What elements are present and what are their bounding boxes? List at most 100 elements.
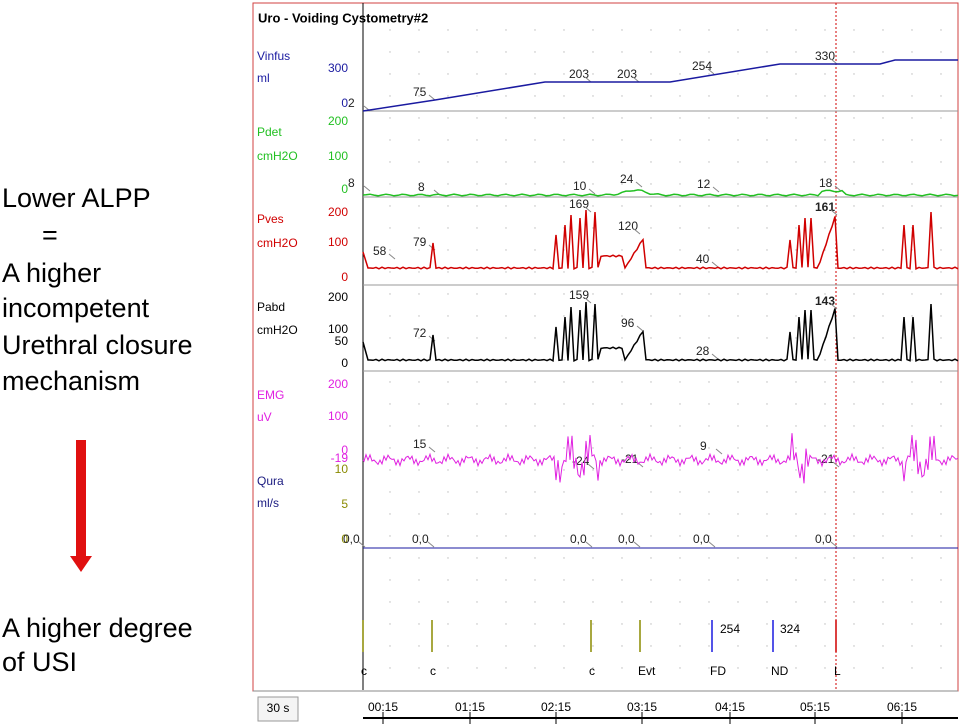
grid-dot <box>795 315 797 317</box>
grid-dot <box>476 623 478 625</box>
grid-dot <box>766 337 768 339</box>
slide-text: A higher degree <box>2 613 193 643</box>
leader <box>428 94 436 101</box>
grid-dot <box>389 29 391 31</box>
grid-dot <box>940 205 942 207</box>
grid-dot <box>766 139 768 141</box>
grid-dot <box>853 469 855 471</box>
grid-dot <box>766 205 768 207</box>
annotation: 120 <box>618 219 638 233</box>
annotation: 10 <box>573 179 587 193</box>
grid-dot <box>621 337 623 339</box>
grid-dot <box>911 161 913 163</box>
grid-dot <box>650 623 652 625</box>
grid-dot <box>418 73 420 75</box>
grid-dot <box>882 139 884 141</box>
grid-dot <box>505 403 507 405</box>
leader <box>830 209 838 216</box>
grid-dot <box>708 337 710 339</box>
leader <box>711 353 719 360</box>
grid-dot <box>911 293 913 295</box>
grid-dot <box>476 227 478 229</box>
grid-dot <box>476 601 478 603</box>
grid-dot <box>940 315 942 317</box>
grid-dot <box>534 623 536 625</box>
grid-dot <box>824 95 826 97</box>
annotation: 12 <box>697 177 711 191</box>
grid-dot <box>737 645 739 647</box>
grid-dot <box>447 293 449 295</box>
grid-dot <box>621 117 623 119</box>
grid-dot <box>708 29 710 31</box>
slide-text: Urethral closure <box>2 330 193 360</box>
event-label: c <box>589 664 595 678</box>
grid-dot <box>534 601 536 603</box>
grid-dot <box>505 293 507 295</box>
grid-dot <box>911 623 913 625</box>
grid-dot <box>389 557 391 559</box>
grid-dot <box>592 513 594 515</box>
annotation: 0,0 <box>815 532 832 546</box>
grid-dot <box>418 315 420 317</box>
grid-dot <box>679 293 681 295</box>
trace <box>362 189 959 197</box>
leader <box>363 185 371 192</box>
grid-dot <box>389 73 391 75</box>
grid-dot <box>534 227 536 229</box>
time-label: 02:15 <box>541 700 571 714</box>
grid-dot <box>940 293 942 295</box>
grid-dot <box>940 447 942 449</box>
grid-dot <box>795 249 797 251</box>
grid-dot <box>795 535 797 537</box>
event-value: 324 <box>780 622 800 636</box>
annotation: 330 <box>815 49 835 63</box>
grid-dot <box>911 139 913 141</box>
grid-dot <box>418 271 420 273</box>
grid-dot <box>911 403 913 405</box>
grid-dot <box>505 667 507 669</box>
grid-dot <box>650 227 652 229</box>
grid-dot <box>650 293 652 295</box>
grid-dot <box>621 469 623 471</box>
grid-dot <box>563 139 565 141</box>
event-label: ND <box>771 664 789 678</box>
channel-unit: ml <box>257 71 270 85</box>
grid-dot <box>911 579 913 581</box>
grid-dot <box>679 623 681 625</box>
grid-dot <box>882 579 884 581</box>
grid-dot <box>592 271 594 273</box>
grid-dot <box>650 491 652 493</box>
grid-dot <box>679 513 681 515</box>
grid-dot <box>824 293 826 295</box>
grid-dot <box>505 73 507 75</box>
grid-dot <box>853 73 855 75</box>
grid-dot <box>708 249 710 251</box>
grid-dot <box>621 51 623 53</box>
grid-dot <box>737 469 739 471</box>
grid-dot <box>766 667 768 669</box>
grid-dot <box>766 557 768 559</box>
event-label: Evt <box>638 664 656 678</box>
grid-dot <box>882 29 884 31</box>
grid-dot <box>853 601 855 603</box>
tick-label: 200 <box>328 290 348 304</box>
tick-label: 5 <box>341 497 348 511</box>
grid-dot <box>940 579 942 581</box>
grid-dot <box>621 271 623 273</box>
grid-dot <box>737 205 739 207</box>
grid-dot <box>534 51 536 53</box>
grid-dot <box>940 601 942 603</box>
grid-dot <box>447 645 449 647</box>
grid-dot <box>447 139 449 141</box>
channel-unit: cmH2O <box>257 236 298 250</box>
grid-dot <box>621 535 623 537</box>
grid-dot <box>592 579 594 581</box>
grid-dot <box>766 315 768 317</box>
leader <box>584 297 592 304</box>
grid-dot <box>853 623 855 625</box>
grid-dot <box>795 667 797 669</box>
grid-dot <box>534 425 536 427</box>
channel-unit: ml/s <box>257 496 279 510</box>
grid-dot <box>476 271 478 273</box>
grid-dot <box>418 491 420 493</box>
